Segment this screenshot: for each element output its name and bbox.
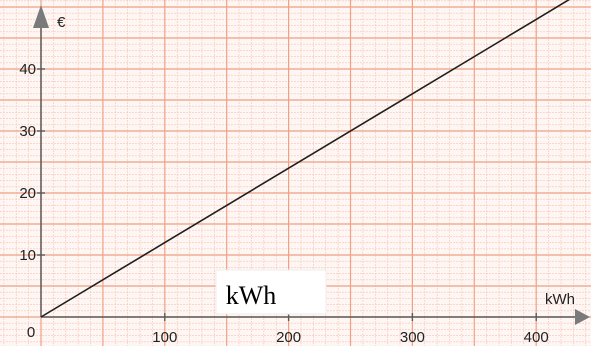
series-line-0 (40, 0, 570, 318)
x-tick-label: 100 (152, 329, 177, 346)
origin-label: 0 (27, 324, 35, 341)
y-tick-label: 10 (19, 247, 36, 264)
x-tick-label: 400 (524, 329, 549, 346)
tick-layer: 100 200 300 400 10 20 30 40 (19, 61, 548, 346)
x-axis-label: kWh (545, 291, 575, 308)
y-tick-label: 30 (19, 123, 36, 140)
overlay-label-background (215, 269, 327, 315)
x-axis-arrow-icon (575, 309, 590, 325)
x-tick-label: 300 (400, 329, 425, 346)
series-layer (40, 0, 570, 318)
overlay-label-box: kWh (215, 269, 327, 315)
y-axis-label: € (57, 14, 66, 31)
y-axis-arrow-icon (33, 5, 49, 28)
y-tick-label: 40 (19, 61, 36, 78)
overlay-label: kWh (226, 281, 277, 310)
y-tick-label: 20 (19, 185, 36, 202)
axes (33, 5, 590, 325)
x-tick-label: 200 (276, 329, 301, 346)
